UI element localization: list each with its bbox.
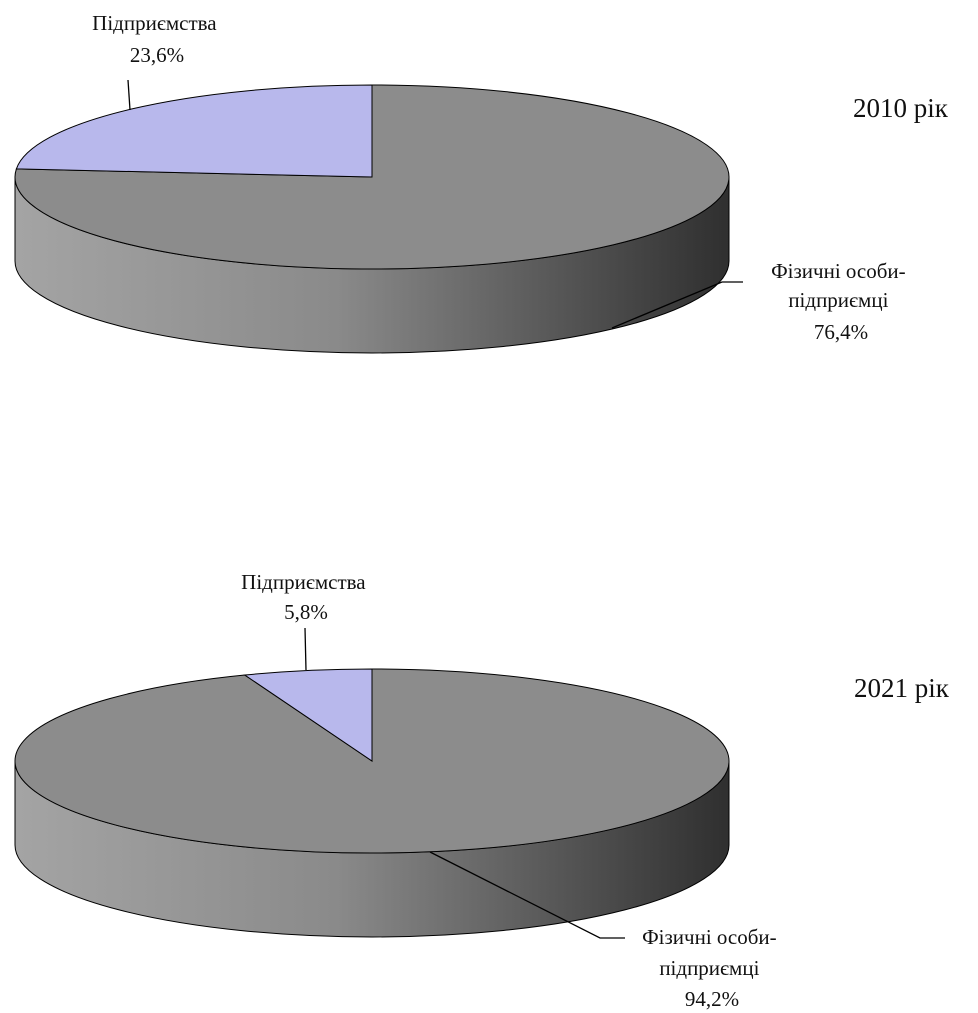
leader-line-enterprises-2021 xyxy=(304,627,307,671)
slice-label-individuals-2021: Фізичні особи- підприємці 94,2% xyxy=(642,925,782,1011)
leader-line-individuals-2021 xyxy=(429,851,625,939)
slice-name-enterprises-2021: Підприємства xyxy=(241,570,366,594)
slice-name-line2-individuals-2021: підприємці xyxy=(659,956,759,980)
slice-label-individuals-2010: Фізичні особи- підприємці 76,4% xyxy=(771,259,911,344)
slice-label-enterprises-2010: Підприємства 23,6% xyxy=(92,11,222,67)
chart-title-2021: 2021 рік xyxy=(854,673,950,703)
slice-name-line2-individuals-2010: підприємці xyxy=(788,288,888,312)
chart-title-2010: 2010 рік xyxy=(853,93,949,123)
slice-value-enterprises-2021: 5,8% xyxy=(284,600,328,624)
slice-label-enterprises-2021: Підприємства 5,8% xyxy=(241,570,371,624)
slice-name-enterprises-2010: Підприємства xyxy=(92,11,217,35)
leader-line-individuals-2010 xyxy=(611,281,743,329)
pie-slice-enterprises-2021 xyxy=(243,668,373,762)
slice-value-enterprises-2010: 23,6% xyxy=(130,43,184,67)
slice-name-line1-individuals-2021: Фізичні особи- xyxy=(642,925,777,949)
pie-slice-enterprises-2010 xyxy=(15,84,373,178)
slice-value-individuals-2021: 94,2% xyxy=(685,987,739,1011)
pie-slice-individuals-2010 xyxy=(14,84,730,270)
pie-chart-2010: 2010 рік Підприємства 23,6% Фізичні особ… xyxy=(14,11,949,354)
slice-value-individuals-2010: 76,4% xyxy=(814,320,868,344)
pie-chart-2021: 2021 рік Підприємства 5,8% Фізичні особи… xyxy=(14,570,950,1011)
slice-name-line1-individuals-2010: Фізичні особи- xyxy=(771,259,906,283)
leader-line-enterprises-2010 xyxy=(127,79,131,111)
